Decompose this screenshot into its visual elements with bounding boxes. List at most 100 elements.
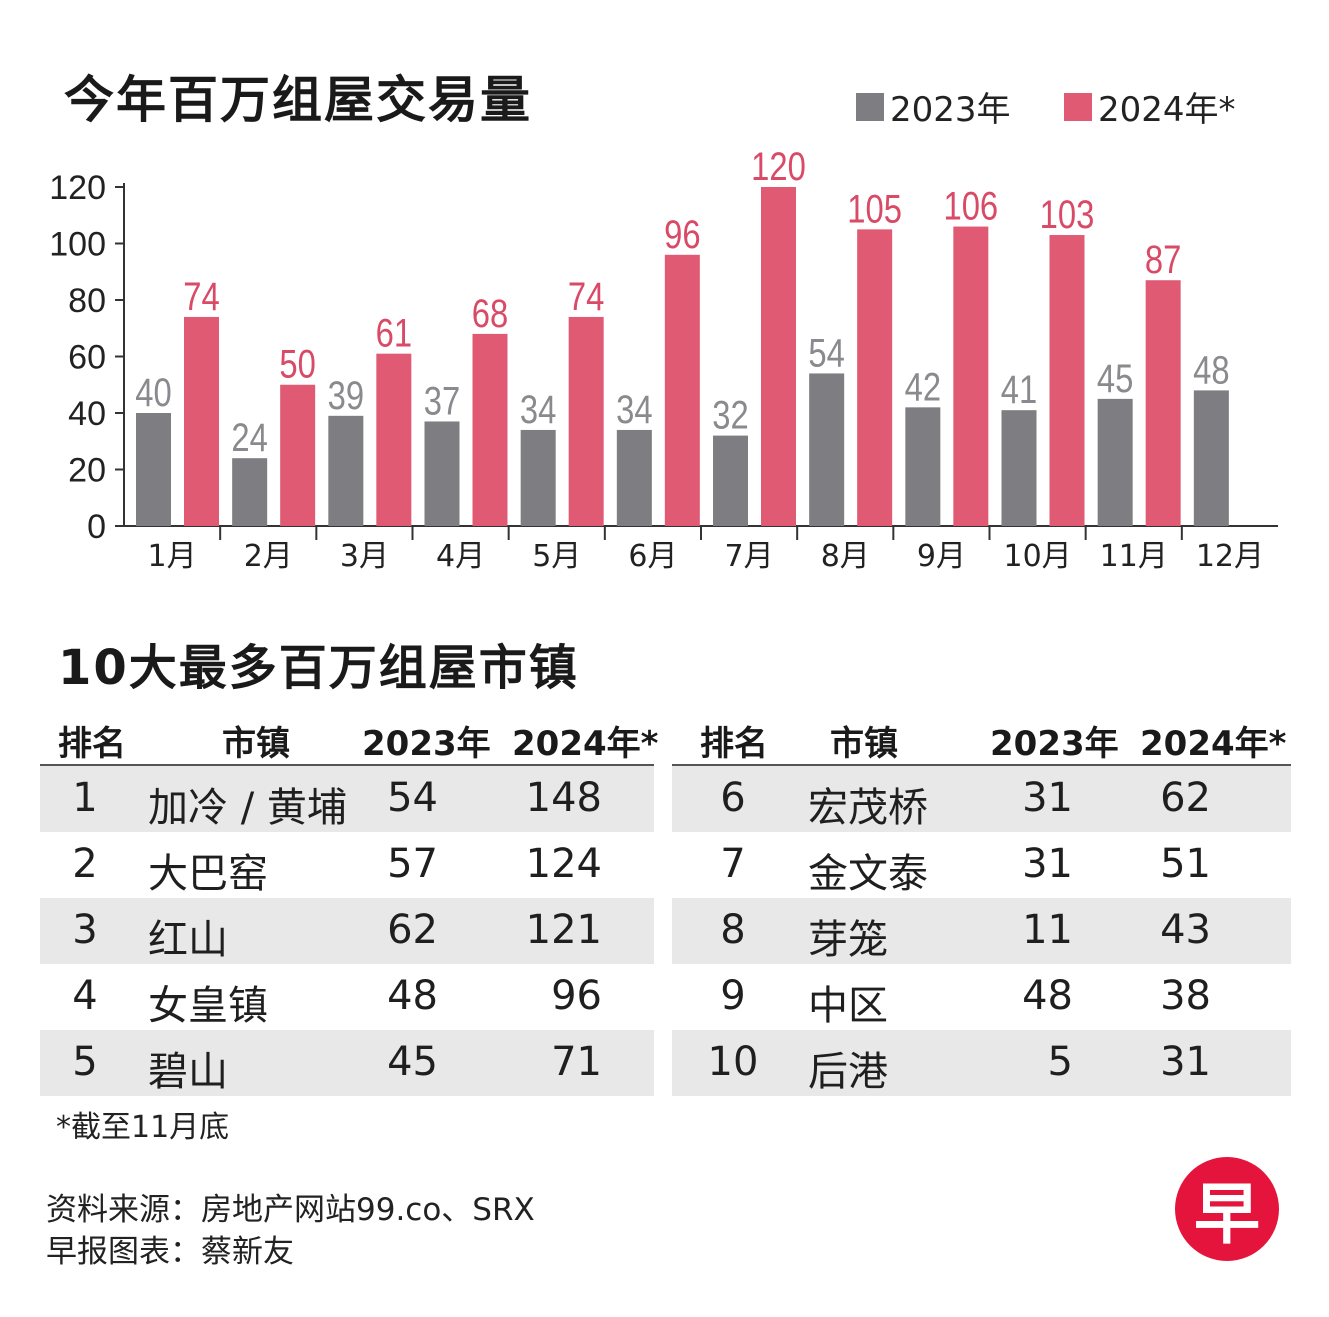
value-2024-cell: 43 xyxy=(1160,907,1211,953)
footnote: *截至11月底 xyxy=(56,1110,230,1145)
legend-label-2023: 2023年 xyxy=(890,90,1011,130)
data-label-2023: 37 xyxy=(424,378,460,423)
town-cell: 加冷 / 黄埔 xyxy=(148,785,347,831)
bar-2023 xyxy=(1001,410,1037,526)
bar-2023 xyxy=(1097,398,1133,526)
legend-label-2024: 2024年* xyxy=(1098,90,1236,130)
y-tick-label: 0 xyxy=(87,508,106,546)
bar-chart: 0 20 40 60 80 100 120 1月 40 74 2月 24 50 3月 39 61 4月 37 68 5… xyxy=(49,144,1278,574)
town-cell: 红山 xyxy=(148,917,228,963)
rank-cell: 8 xyxy=(720,907,746,953)
value-2024-cell: 148 xyxy=(525,775,602,821)
header-2023: 2023年 xyxy=(362,724,491,764)
table-row: 2 大巴窑 57 124 xyxy=(40,832,654,898)
rank-cell: 2 xyxy=(72,841,98,887)
rank-cell: 5 xyxy=(72,1039,98,1085)
legend-item-2023: 2023年 xyxy=(856,82,1011,131)
rank-cell: 6 xyxy=(720,775,746,821)
chart-title: 今年百万组屋交易量 xyxy=(64,71,532,129)
table-body: 1 加冷 / 黄埔 54 148 2 大巴窑 57 124 3 红山 62 121 4 女皇镇 48 96 5 碧… xyxy=(40,766,654,1096)
y-tick-label: 40 xyxy=(68,395,106,433)
header-rank: 排名 xyxy=(700,724,768,764)
town-cell: 后港 xyxy=(808,1049,888,1095)
table-row: 9 中区 48 38 xyxy=(672,964,1291,1030)
data-label-2023: 32 xyxy=(712,393,748,438)
data-label-2024: 96 xyxy=(664,212,700,257)
bar-2024 xyxy=(1145,280,1181,526)
bar-2023 xyxy=(232,458,268,526)
town-cell: 芽笼 xyxy=(808,917,888,963)
x-tick-label: 10月 xyxy=(1003,539,1071,574)
header-2024: 2024年* xyxy=(1140,724,1287,764)
legend-swatch-2023 xyxy=(856,92,884,121)
town-cell: 女皇镇 xyxy=(148,983,268,1029)
bar-2024 xyxy=(953,226,989,527)
data-label-2023: 24 xyxy=(231,415,267,460)
bar-2023 xyxy=(328,415,364,526)
ranking-table-right: 排名 市镇 2023年 2024年* 6 宏茂桥 31 62 7 金文泰 31 51 8 芽笼 11… xyxy=(672,712,1291,1096)
rank-cell: 9 xyxy=(720,973,746,1019)
header-town: 市镇 xyxy=(222,724,290,764)
data-label-2023: 41 xyxy=(1001,367,1037,412)
value-2023-cell: 11 xyxy=(1022,907,1073,953)
rank-cell: 1 xyxy=(72,775,98,821)
value-2023-cell: 31 xyxy=(1022,841,1073,887)
zaobao-logo: 早 xyxy=(1175,1157,1279,1261)
header-2024: 2024年* xyxy=(512,724,659,764)
data-label-2024: 103 xyxy=(1040,192,1095,237)
header-2023: 2023年 xyxy=(990,724,1119,764)
value-2023-cell: 54 xyxy=(387,775,438,821)
x-tick-label: 1月 xyxy=(148,539,197,574)
y-tick-label: 60 xyxy=(68,339,106,377)
table-row: 7 金文泰 31 51 xyxy=(672,832,1291,898)
bar-2023 xyxy=(520,429,556,526)
value-2024-cell: 51 xyxy=(1160,841,1211,887)
value-2023-cell: 31 xyxy=(1022,775,1073,821)
data-label-2024: 105 xyxy=(847,186,902,231)
data-label-2023: 45 xyxy=(1097,356,1133,401)
table-row: 1 加冷 / 黄埔 54 148 xyxy=(40,766,654,832)
value-2024-cell: 121 xyxy=(525,907,602,953)
value-2023-cell: 57 xyxy=(387,841,438,887)
bar-2023 xyxy=(905,407,941,526)
table-row: 8 芽笼 11 43 xyxy=(672,898,1291,964)
data-label-2024: 74 xyxy=(568,274,604,319)
value-2024-cell: 62 xyxy=(1160,775,1211,821)
data-label-2024: 87 xyxy=(1145,237,1181,282)
y-tick-label: 20 xyxy=(68,452,106,490)
table-row: 10 后港 5 31 xyxy=(672,1030,1291,1096)
table-header: 排名 市镇 2023年 2024年* xyxy=(672,712,1291,766)
bar-2024 xyxy=(1049,235,1085,526)
rank-cell: 3 xyxy=(72,907,98,953)
bar-2024 xyxy=(664,254,700,527)
table-row: 4 女皇镇 48 96 xyxy=(40,964,654,1030)
value-2023-cell: 48 xyxy=(1022,973,1073,1019)
data-label-2023: 54 xyxy=(808,330,844,375)
rank-cell: 10 xyxy=(707,1039,759,1085)
data-label-2024: 74 xyxy=(183,274,219,319)
data-label-2023: 48 xyxy=(1193,347,1229,392)
data-label-2023: 34 xyxy=(616,387,652,432)
rank-cell: 4 xyxy=(72,973,98,1019)
data-label-2023: 39 xyxy=(328,373,364,418)
bar-2024 xyxy=(761,187,796,526)
source-text: 资料来源：房地产网站99.co、SRX xyxy=(46,1192,535,1228)
data-label-2023: 34 xyxy=(520,387,556,432)
data-label-2024: 120 xyxy=(751,144,806,189)
data-label-2024: 50 xyxy=(279,342,315,387)
credit-text: 早报图表：蔡新友 xyxy=(46,1234,294,1270)
data-label-2024: 106 xyxy=(943,183,998,228)
bar-2023 xyxy=(424,421,460,526)
legend-item-2024: 2024年* xyxy=(1064,82,1236,131)
bar-2023 xyxy=(136,413,171,526)
town-cell: 中区 xyxy=(808,983,888,1029)
x-tick-label: 5月 xyxy=(532,539,581,574)
value-2023-cell: 62 xyxy=(387,907,438,953)
town-cell: 宏茂桥 xyxy=(808,785,928,831)
x-tick-label: 6月 xyxy=(628,539,677,574)
town-cell: 大巴窑 xyxy=(148,851,268,897)
y-tick-label: 120 xyxy=(49,169,106,207)
table-header: 排名 市镇 2023年 2024年* xyxy=(40,712,658,766)
table-row: 6 宏茂桥 31 62 xyxy=(672,766,1291,832)
data-label-2023: 40 xyxy=(135,370,171,415)
